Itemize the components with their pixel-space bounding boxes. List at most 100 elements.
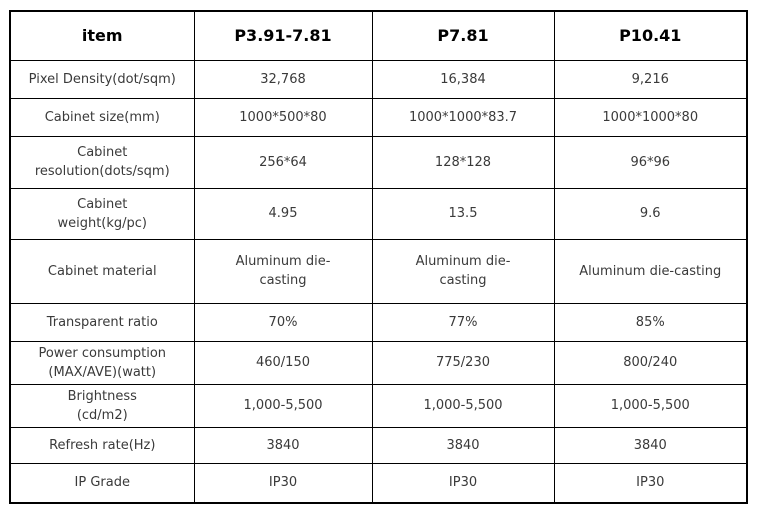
value-cell: 775/230 [371,340,555,385]
row-label-line: Cabinet [77,196,128,212]
value-line: Aluminum die- [415,254,511,269]
row-label-line: Transparent ratio [46,314,158,330]
value-cell: 13.5 [371,187,555,240]
row-label-line: (cd/m2) [76,407,128,423]
value-cell: 70% [193,302,373,342]
value-line: Aluminum die- [235,254,331,269]
value-line: 256*64 [259,154,307,170]
value-cell: 1000*500*80 [193,97,373,137]
value-cell: 128*128 [371,135,555,189]
value-cell: 9,216 [553,59,748,99]
value-line: 800/240 [623,355,678,370]
value-line: 4.95 [268,206,298,221]
value-cell: Aluminum die-casting [193,238,373,304]
value-line: 85% [635,314,665,330]
value-cell: 1,000-5,500 [553,383,748,428]
row-label-line: Cabinet size(mm) [44,109,160,125]
row-label-cell: IP Grade [9,462,195,504]
value-cell: 800/240 [553,340,748,385]
spec-table-body: Pixel Density(dot/sqm) 32,768 16,384 9,216 C… [9,59,748,504]
row-label-cell: Cabinet size(mm) [9,97,195,137]
value-line: 9,216 [631,71,669,87]
value-cell: 1,000-5,500 [193,383,373,428]
value-line: 1000*500*80 [239,109,327,125]
value-line: 16,384 [440,71,486,87]
table-row: IP Grade IP30 IP30 IP30 [9,462,748,504]
row-label-cell: Cabinet resolution(dots/sqm) [9,135,195,189]
value-cell: 256*64 [193,135,373,189]
row-label-cell: Refresh rate(Hz) [9,426,195,464]
row-label-line: (MAX/AVE)(watt) [48,364,157,380]
header-cell-p781: P7.81 [371,10,555,61]
value-cell: 1000*1000*80 [553,97,748,137]
value-line: Aluminum die-casting [579,263,722,279]
header-cell-p391-781: P3.91-7.81 [193,10,373,61]
value-cell: 3840 [553,426,748,464]
value-line: 1,000-5,500 [243,398,323,413]
value-cell: 16,384 [371,59,555,99]
value-cell: 77% [371,302,555,342]
table-row: Refresh rate(Hz) 3840 3840 3840 [9,426,748,464]
value-cell: 4.95 [193,187,373,240]
value-line: 1000*1000*80 [602,109,699,125]
value-line: IP30 [636,475,665,491]
row-label-cell: Transparent ratio [9,302,195,342]
value-line: casting [439,273,487,288]
value-line: 1000*1000*83.7 [408,109,518,125]
value-line: 3840 [446,437,480,453]
value-line: 775/230 [435,355,490,370]
value-cell: IP30 [193,462,373,504]
header-cell-item: item [9,10,195,61]
row-label-line: Pixel Density(dot/sqm) [28,71,176,87]
row-label-line: weight(kg/pc) [57,215,148,231]
value-cell: 32,768 [193,59,373,99]
table-row: Cabinet weight(kg/pc) 4.95 13.5 9.6 [9,187,748,240]
table-row: Cabinet resolution(dots/sqm) 256*64 128*128… [9,135,748,189]
value-line: 3840 [266,437,300,453]
row-label-cell: Cabinet weight(kg/pc) [9,187,195,240]
value-line: IP30 [448,475,478,491]
value-line: 460/150 [255,355,310,370]
value-cell: 460/150 [193,340,373,385]
table-row: Cabinet size(mm) 1000*500*80 1000*1000*83.… [9,97,748,137]
header-cell-p1041: P10.41 [553,10,748,61]
table-row: Transparent ratio 70% 77% 85% [9,302,748,342]
value-line: 1,000-5,500 [610,398,690,413]
value-cell: IP30 [553,462,748,504]
value-line: 128*128 [434,154,492,170]
value-cell: 1000*1000*83.7 [371,97,555,137]
spec-table-header: item P3.91-7.81 P7.81 P10.41 [9,10,748,61]
row-label-line: Cabinet [77,145,128,160]
value-line: 70% [268,314,298,330]
value-cell: 1,000-5,500 [371,383,555,428]
value-cell: 96*96 [553,135,748,189]
value-cell: 3840 [371,426,555,464]
row-label-cell: Pixel Density(dot/sqm) [9,59,195,99]
value-line: IP30 [268,475,298,491]
row-label-line: Brightness [67,388,137,404]
header-row: item P3.91-7.81 P7.81 P10.41 [9,10,748,61]
row-label-cell: Cabinet material [9,238,195,304]
value-line: 96*96 [630,154,671,170]
row-label-line: Power consumption [38,345,167,361]
value-cell: Aluminum die-casting [553,238,748,304]
value-cell: Aluminum die-casting [371,238,555,304]
value-line: 1,000-5,500 [423,398,503,413]
value-line: 9.6 [639,206,661,221]
value-line: 13.5 [448,206,478,221]
value-line: 32,768 [260,71,306,87]
table-row: Pixel Density(dot/sqm) 32,768 16,384 9,216 [9,59,748,99]
value-cell: 3840 [193,426,373,464]
table-row: Brightness (cd/m2) 1,000-5,500 1,000-5,500 1… [9,383,748,428]
value-line: casting [259,273,307,288]
row-label-line: IP Grade [74,475,130,491]
row-label-cell: Power consumption (MAX/AVE)(watt) [9,340,195,385]
row-label-line: resolution(dots/sqm) [34,164,170,179]
row-label-line: Cabinet material [47,263,157,279]
value-line: 3840 [633,437,667,453]
value-cell: 9.6 [553,187,748,240]
spec-table: item P3.91-7.81 P7.81 P10.41 Pixel Densi… [9,10,748,504]
row-label-line: Refresh rate(Hz) [49,437,156,453]
table-row: Power consumption (MAX/AVE)(watt) 460/150 7… [9,340,748,385]
